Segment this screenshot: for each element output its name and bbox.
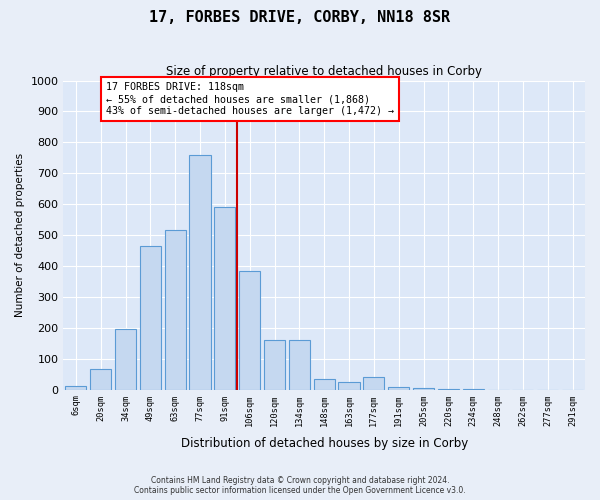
Bar	[140, 246, 161, 390]
Bar	[115, 330, 136, 390]
Y-axis label: Number of detached properties: Number of detached properties	[15, 153, 25, 317]
Bar	[289, 340, 310, 390]
Text: 17 FORBES DRIVE: 118sqm
← 55% of detached houses are smaller (1,868)
43% of semi: 17 FORBES DRIVE: 118sqm ← 55% of detache…	[106, 82, 394, 116]
Bar	[338, 382, 359, 390]
Bar	[364, 377, 385, 390]
Bar	[413, 388, 434, 390]
Bar	[190, 154, 211, 390]
Bar	[388, 387, 409, 390]
Bar	[214, 207, 235, 390]
Bar	[239, 270, 260, 390]
Bar	[164, 230, 186, 390]
Text: 17, FORBES DRIVE, CORBY, NN18 8SR: 17, FORBES DRIVE, CORBY, NN18 8SR	[149, 10, 451, 25]
Title: Size of property relative to detached houses in Corby: Size of property relative to detached ho…	[166, 65, 482, 78]
X-axis label: Distribution of detached houses by size in Corby: Distribution of detached houses by size …	[181, 437, 468, 450]
Bar	[264, 340, 285, 390]
Bar	[438, 389, 459, 390]
Bar	[65, 386, 86, 390]
Bar	[90, 370, 111, 390]
Bar	[314, 378, 335, 390]
Text: Contains HM Land Registry data © Crown copyright and database right 2024.
Contai: Contains HM Land Registry data © Crown c…	[134, 476, 466, 495]
